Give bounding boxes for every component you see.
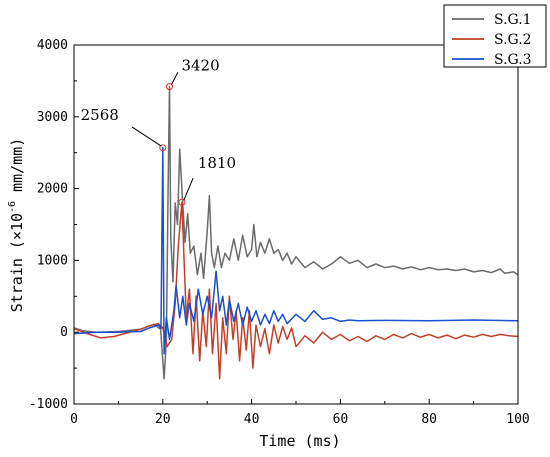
legend-box	[443, 4, 547, 68]
y-tick-label: -1000	[29, 397, 68, 412]
series-line-1	[73, 85, 519, 380]
peak-marker	[165, 83, 173, 91]
series-line-2	[73, 201, 519, 380]
x-tick-label: 60	[333, 412, 349, 427]
y-axis-label-exponent: -6	[7, 201, 18, 213]
peak-arrow	[171, 72, 179, 85]
peak-marker	[178, 198, 186, 206]
plot-frame	[73, 44, 519, 405]
peak-marker	[159, 144, 167, 152]
y-axis-label: Strain (×10-6 mm/mm)	[7, 138, 26, 313]
series-line-3	[73, 147, 519, 355]
x-axis-label: Time (ms)	[259, 432, 340, 450]
y-tick-label: 0	[60, 325, 68, 340]
peak-label: 2568	[81, 106, 119, 124]
y-tick-label: 1000	[37, 253, 68, 268]
y-tick-label: 4000	[37, 38, 68, 53]
x-tick-label: 20	[155, 412, 171, 427]
legend: S.G.1 S.G.2 S.G.3	[443, 4, 547, 68]
peak-label: 3420	[181, 57, 219, 75]
y-tick-label: 3000	[37, 110, 68, 125]
peak-arrow	[131, 126, 162, 147]
legend-entry: S.G.2	[494, 32, 532, 48]
y-axis-label-unit: mm/mm)	[8, 138, 26, 201]
plot-area	[73, 85, 519, 380]
peak-arrow	[183, 177, 194, 201]
y-tick-label: 2000	[37, 182, 68, 197]
peak-label: 1810	[198, 154, 236, 172]
peak-annotations: 3420 2568 1810	[81, 57, 236, 206]
x-tick-label: 40	[244, 412, 260, 427]
legend-entry: S.G.3	[494, 52, 532, 68]
x-tick-label: 0	[70, 412, 78, 427]
y-axis-label-main: Strain (×10	[8, 213, 26, 312]
x-tick-label: 100	[506, 412, 529, 427]
x-tick-label: 80	[421, 412, 437, 427]
legend-entry: S.G.1	[494, 12, 532, 28]
